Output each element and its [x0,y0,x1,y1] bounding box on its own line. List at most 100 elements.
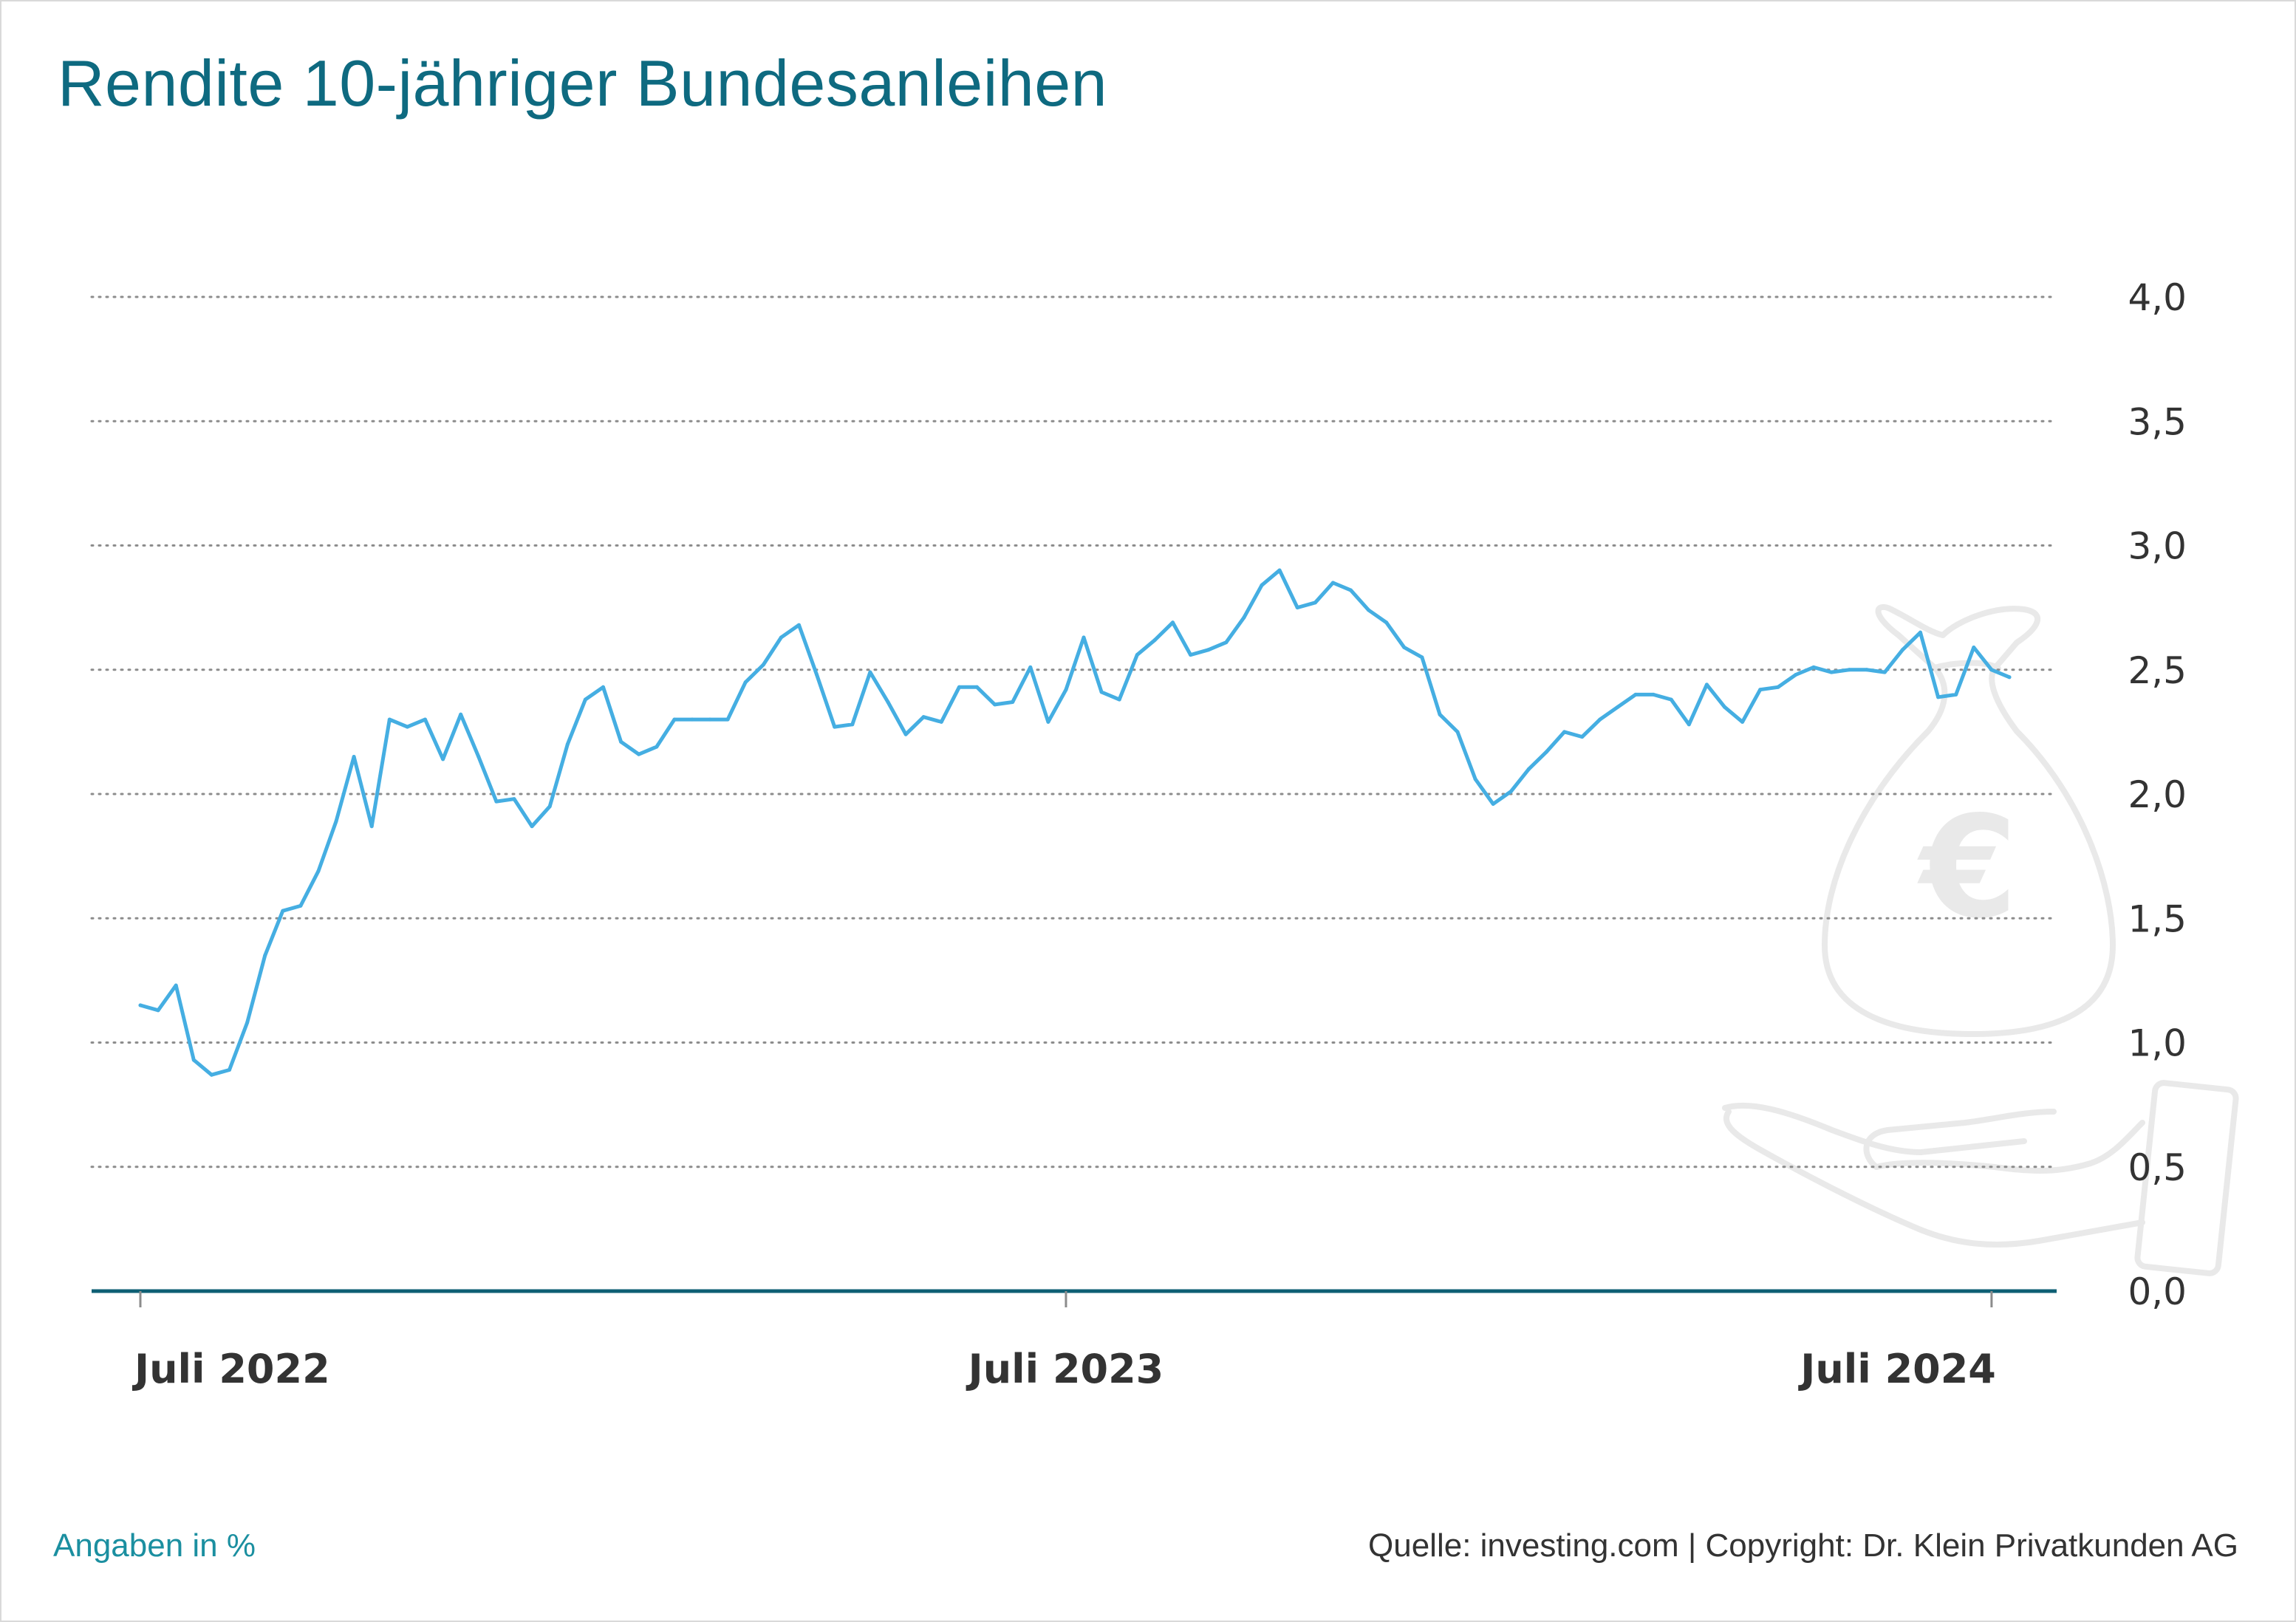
x-axis [92,1289,2057,1307]
data-point [1117,697,1121,702]
data-point [1260,583,1264,587]
data-point [1011,700,1015,704]
data-point [1152,637,1157,642]
data-point [459,712,463,716]
data-point [815,673,819,677]
data-point [1847,668,1851,672]
data-point [903,732,908,736]
data-point [1313,600,1317,605]
y-tick-label: 1,5 [2128,897,2187,940]
data-point [1099,690,1104,694]
data-point [833,725,837,729]
data-point [423,717,427,722]
x-tick-label: Juli 2023 [966,1346,1164,1392]
money-bag-euro-icon: € [1822,603,2116,1037]
data-point [352,755,356,759]
data-point [1865,668,1869,672]
data-point [1580,735,1585,739]
data-point [1455,730,1460,734]
data-point [921,715,926,719]
y-tick-label: 1,0 [2128,1022,2187,1065]
data-point [530,824,534,829]
data-point [1811,665,1816,669]
data-point [1135,653,1139,657]
data-point [138,1003,143,1007]
data-point [263,954,267,958]
y-tick-label: 4,0 [2128,276,2187,319]
data-point [886,700,890,704]
data-point [1758,688,1763,692]
y-tick-label: 0,5 [2128,1146,2187,1189]
data-point [228,1068,231,1072]
data-point [1367,608,1371,612]
y-tick-label: 3,5 [2128,400,2187,443]
source-note: Quelle: investing.com | Copyright: Dr. K… [1368,1527,2238,1564]
data-point [2007,675,2012,680]
data-point [1189,653,1193,657]
data-point [1598,717,1602,722]
data-point [1633,692,1638,697]
data-point [637,752,641,756]
data-point [1919,630,1922,634]
data-point [512,797,516,801]
data-point [850,722,855,727]
data-point [583,697,587,702]
data-point [1224,640,1229,645]
x-tick-label: Juli 2024 [1797,1346,1996,1392]
data-point [1740,719,1745,724]
y-tick-label: 3,0 [2128,525,2187,568]
data-point [1989,668,1994,672]
data-point [761,663,765,667]
data-point [334,819,338,824]
data-point [174,983,178,988]
data-point [1954,692,1958,697]
data-point [565,742,570,747]
data-point [797,623,801,627]
data-point [939,719,943,724]
data-point [441,757,445,762]
data-point [690,717,694,722]
data-point [1723,705,1726,709]
data-point [868,670,872,674]
watermark-illustration: € [1722,603,2239,1276]
data-point [494,799,499,804]
x-tick-label: Juli 2022 [131,1346,330,1392]
data-point [1776,685,1780,689]
data-point [957,685,961,689]
data-point [1972,646,1976,649]
data-point [1242,615,1246,620]
data-point [1669,697,1673,702]
data-point [547,804,552,809]
data-point [619,739,623,744]
data-point [387,717,392,722]
data-point [1545,750,1548,754]
data-point [1936,695,1941,699]
data-point [975,685,979,689]
data-point [743,680,748,685]
data-point [672,717,677,722]
data-point [1829,670,1834,674]
data-point [725,717,730,722]
data-point [779,635,783,640]
data-point [1082,635,1086,640]
series-line [138,568,2012,1077]
data-point [1384,620,1389,625]
y-tick-label: 2,5 [2128,649,2187,692]
data-point [1046,719,1050,724]
data-point [1206,648,1211,652]
data-point [1402,646,1407,649]
data-point [1438,712,1442,716]
data-point [405,725,409,729]
data-point [1704,682,1709,687]
data-point [1171,620,1175,625]
data-point [476,755,481,759]
data-point [156,1008,160,1013]
data-point [1277,568,1282,572]
data-point [369,824,374,829]
data-point [1794,673,1798,677]
data-point [1651,692,1656,697]
unit-note: Angaben in % [53,1527,256,1564]
data-point [1028,665,1033,669]
data-point [1064,688,1068,692]
